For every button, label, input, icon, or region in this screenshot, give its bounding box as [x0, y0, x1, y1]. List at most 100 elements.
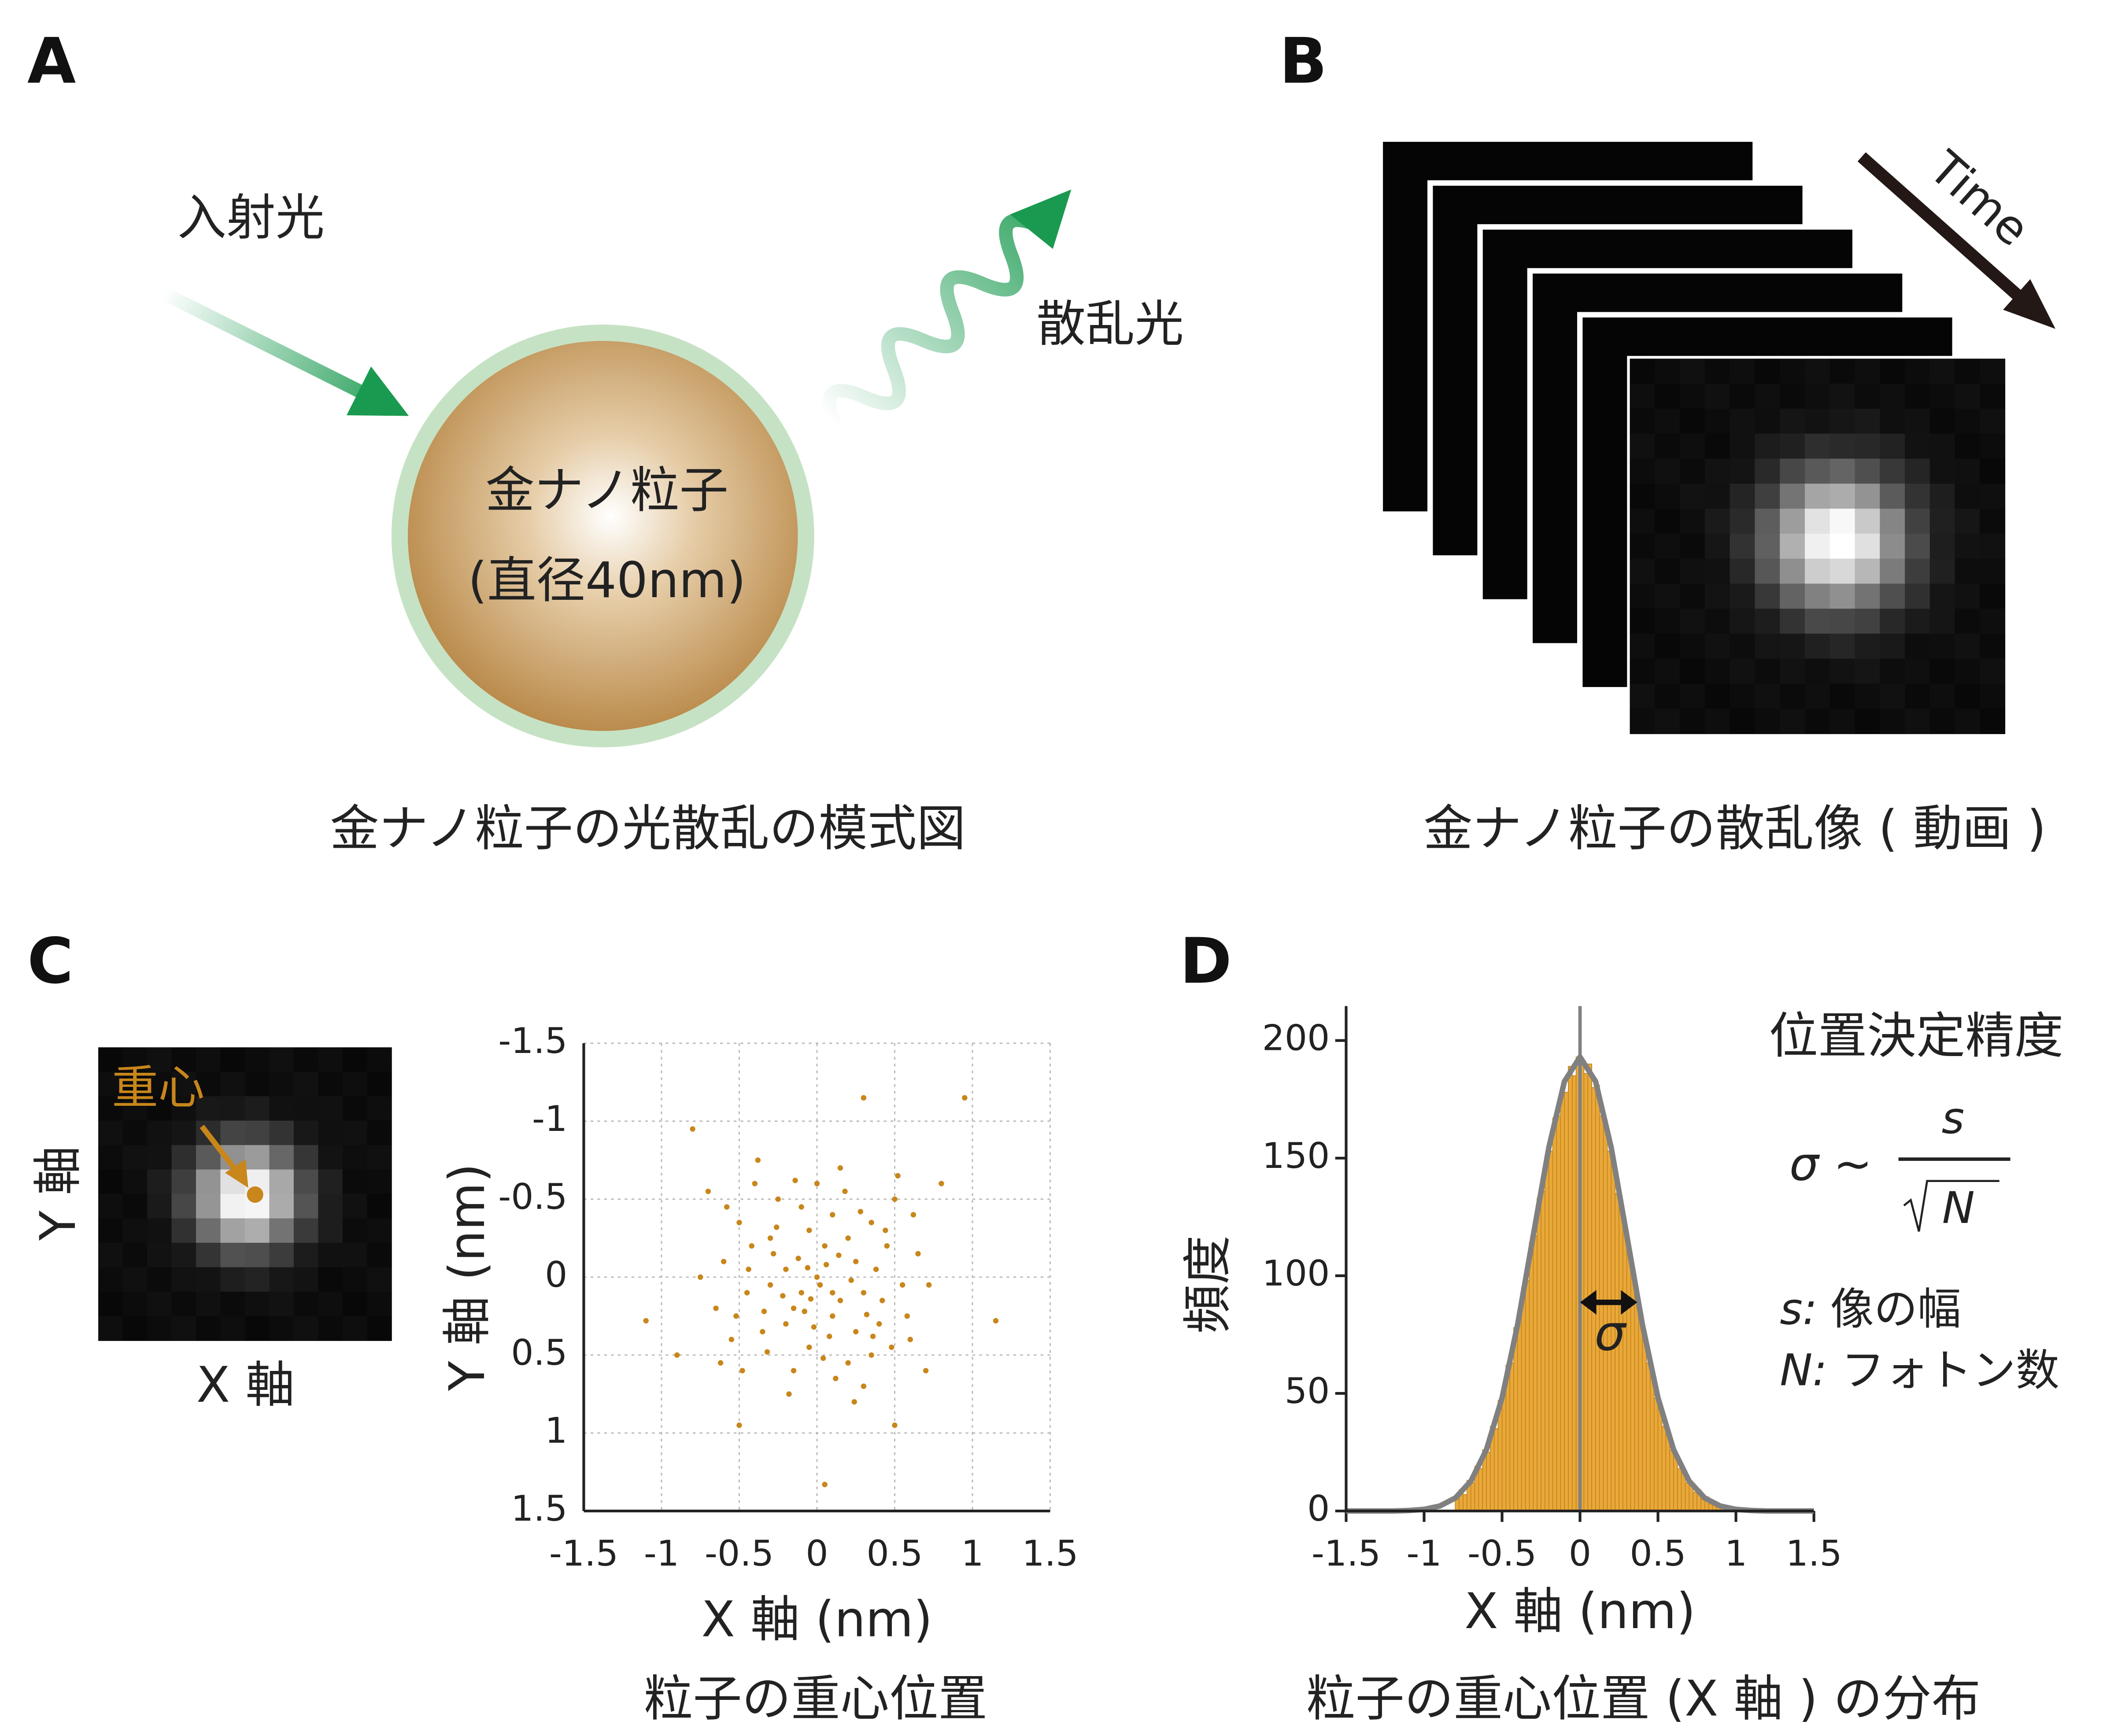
pixel	[1980, 584, 2006, 609]
particle-image	[98, 1047, 392, 1341]
pixel	[1955, 609, 1981, 634]
pixel	[220, 1047, 245, 1072]
point	[806, 1227, 812, 1233]
pixel	[1905, 609, 1930, 634]
pixel	[1929, 633, 1955, 659]
pixel	[342, 1243, 368, 1268]
pixel	[293, 1071, 319, 1097]
pixel	[1630, 509, 1656, 534]
pixel	[1680, 683, 1705, 709]
formula-lhs: σ ~	[1789, 1137, 1872, 1191]
bar	[1521, 1287, 1526, 1511]
pixel	[1855, 683, 1881, 709]
point	[820, 1355, 826, 1361]
pixel	[1980, 433, 2006, 459]
pixel	[1755, 509, 1781, 534]
pixel	[1655, 484, 1681, 509]
pixel	[1704, 658, 1730, 684]
pixel	[1880, 433, 1905, 459]
pixel	[1630, 433, 1656, 459]
pixel	[269, 1145, 294, 1170]
pixel	[1955, 384, 1981, 409]
point	[749, 1243, 754, 1249]
pixel	[1855, 609, 1881, 634]
pixel	[196, 1169, 221, 1195]
plots: -1.5 -1 -0.5 0 0.5 1 1.5-1.5-1-0.500.511.5X 軸 …	[439, 1006, 1842, 1648]
pixel	[269, 1194, 294, 1219]
pixel	[1905, 484, 1930, 509]
pixel	[293, 1267, 319, 1292]
bar	[1685, 1482, 1690, 1511]
point	[851, 1399, 857, 1405]
pixel	[98, 1071, 123, 1097]
bar	[1501, 1395, 1507, 1511]
x-tick-label: 1.5	[1786, 1533, 1842, 1574]
pixel	[293, 1047, 319, 1072]
point	[876, 1321, 882, 1327]
pixel	[1880, 658, 1905, 684]
pixel	[293, 1218, 319, 1243]
point	[926, 1282, 932, 1288]
pixel	[1880, 533, 1905, 559]
pixel	[318, 1120, 343, 1146]
pixel	[318, 1194, 343, 1219]
pixel	[122, 1292, 148, 1317]
point	[746, 1267, 751, 1272]
x-axis-label: X 軸	[196, 1357, 295, 1414]
pixel	[367, 1096, 392, 1121]
pixel	[1730, 633, 1756, 659]
pixel	[244, 1292, 270, 1317]
s-key: s:	[1780, 1284, 1817, 1334]
point	[836, 1252, 842, 1258]
pixel	[98, 1292, 123, 1317]
pixel	[1755, 458, 1781, 484]
pixel	[1929, 609, 1955, 634]
pixel	[1905, 384, 1930, 409]
pixel	[1804, 558, 1830, 584]
pixel	[293, 1292, 319, 1317]
pixel	[1829, 558, 1855, 584]
pixel	[1630, 458, 1656, 484]
pixel	[1980, 709, 2006, 734]
pixel	[1755, 384, 1781, 409]
point	[767, 1282, 773, 1288]
y-tick-label: 50	[1285, 1370, 1330, 1411]
pixel	[1704, 408, 1730, 434]
pixel	[367, 1267, 392, 1292]
pixel	[1780, 509, 1805, 534]
pixel	[293, 1096, 319, 1121]
pixel	[269, 1218, 294, 1243]
pixel	[1829, 609, 1855, 634]
pixel	[1804, 633, 1830, 659]
pixel	[122, 1120, 148, 1146]
pixel	[1955, 709, 1981, 734]
bar	[1455, 1499, 1460, 1511]
pixel	[367, 1292, 392, 1317]
pixel	[1730, 533, 1756, 559]
pixel	[1855, 509, 1881, 534]
pixel	[196, 1292, 221, 1317]
pixel	[1730, 458, 1756, 484]
pixel	[1704, 709, 1730, 734]
pixel	[1680, 533, 1705, 559]
point	[728, 1337, 735, 1342]
pixel	[1704, 484, 1730, 509]
pixel	[1630, 558, 1656, 584]
bar	[1560, 1087, 1565, 1511]
scattered-wave	[822, 189, 1072, 432]
pixel	[1855, 584, 1881, 609]
pixel	[1755, 433, 1781, 459]
pixel	[1955, 558, 1981, 584]
pixel	[1655, 458, 1681, 484]
pixel	[1680, 408, 1705, 434]
pixel	[171, 1316, 196, 1341]
pixel	[1880, 509, 1905, 534]
pixel	[171, 1218, 196, 1243]
pixel	[1755, 683, 1781, 709]
pixel	[293, 1243, 319, 1268]
fit-curve	[1346, 1054, 1814, 1514]
pixel	[1655, 658, 1681, 684]
pixel	[98, 1218, 123, 1243]
pixel	[1980, 458, 2006, 484]
